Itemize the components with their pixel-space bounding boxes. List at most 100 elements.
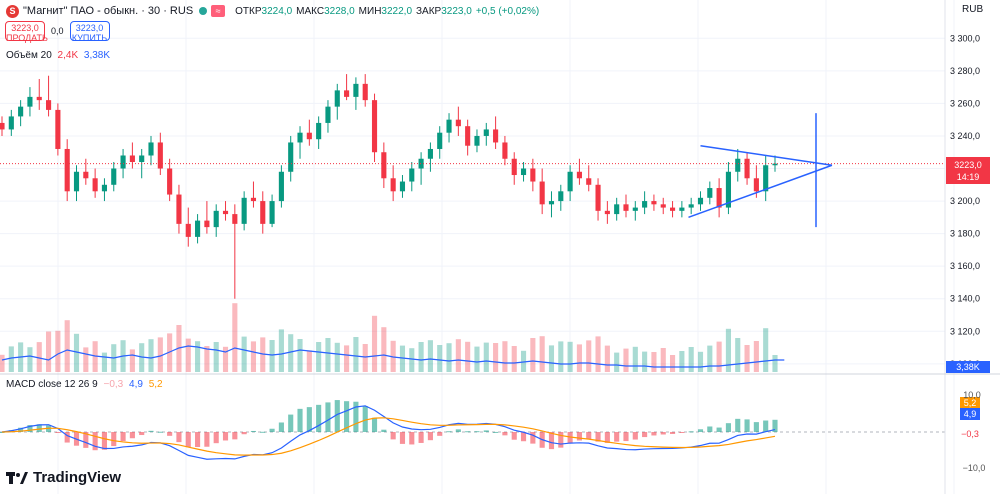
candle-body: [120, 155, 126, 169]
candle-body: [139, 155, 145, 162]
volume-bar: [316, 342, 322, 372]
candle-body: [493, 129, 499, 143]
volume-bar: [530, 338, 536, 372]
macd-hist-bar: [548, 432, 555, 450]
candle-body: [8, 116, 14, 130]
volume-name: Объём 20: [6, 50, 52, 61]
macd-hist-bar: [642, 432, 648, 438]
volume-bar: [735, 338, 741, 372]
volume-bars: [0, 303, 778, 372]
macd-hist-bar: [679, 432, 685, 433]
volume-bar: [669, 355, 676, 372]
symbol-logo-icon: S: [6, 4, 19, 18]
volume-bar: [455, 339, 461, 372]
volume-bar: [474, 346, 480, 372]
macd-hist-bar: [530, 432, 536, 444]
macd-line: [1, 405, 776, 460]
price-tick-label: 3 160,0: [950, 261, 980, 271]
candle-body: [576, 171, 582, 179]
candle-body: [763, 165, 769, 192]
candle-body: [83, 171, 89, 179]
symbol-header: S "Магнит" ПАО - обыкн. · 30 · RUS ≈ ОТК…: [6, 3, 539, 19]
volume-bar: [288, 334, 294, 372]
macd-hist-bar: [725, 423, 731, 432]
price-tick-label: 3 120,0: [950, 326, 980, 336]
volume-bar: [399, 345, 406, 372]
macd-hist-bar: [176, 432, 182, 443]
volume-bar: [511, 346, 517, 372]
macd-hist-bar: [520, 432, 527, 442]
macd-hist-bar: [502, 432, 508, 436]
candle-body: [297, 132, 303, 143]
macd-hist-bar: [735, 418, 741, 432]
volume-bar: [297, 339, 303, 372]
flag-icon[interactable]: ≈: [211, 5, 226, 17]
macd-hist-bar: [120, 432, 126, 442]
macd-hist-bar: [241, 432, 247, 435]
macd-hist-bar: [772, 419, 778, 432]
volume-bar: [129, 349, 135, 372]
macd-hist-bar: [222, 432, 229, 441]
tradingview-logo[interactable]: TradingView: [6, 469, 121, 486]
candle-body: [353, 83, 359, 97]
macd-hist-bar: [232, 432, 238, 440]
candle-body: [73, 171, 80, 192]
macd-hist-bar: [167, 432, 173, 436]
volume-ma-value: 3,38K: [83, 50, 111, 61]
volume-bar: [232, 303, 238, 372]
volume-bar: [753, 341, 759, 372]
volume-bar: [437, 345, 443, 372]
volume-bar: [381, 327, 387, 372]
macd-hist-bar: [139, 432, 145, 436]
last-price-label: 3223,0 14:19: [946, 157, 990, 184]
candle-body: [0, 122, 5, 130]
candle-body: [371, 100, 378, 153]
buy-button[interactable]: 3223,0 КУПИТЬ: [69, 21, 110, 43]
volume-bar: [614, 352, 620, 372]
candle-body: [36, 96, 42, 101]
candle-body: [306, 132, 312, 140]
volume-bar: [763, 328, 769, 372]
volume-bar: [185, 338, 191, 372]
volume-bar: [269, 340, 275, 372]
macd-hist-bar: [483, 430, 489, 432]
macd-hist-bar: [36, 424, 42, 432]
volume-legend[interactable]: Объём 20 2,4K 3,38K: [6, 50, 110, 61]
volume-bar: [195, 341, 201, 372]
candle-body: [344, 90, 350, 97]
macd-hist-bar: [753, 422, 759, 432]
symbol-title[interactable]: "Магнит" ПАО - обыкн. · 30 · RUS: [23, 5, 194, 17]
macd-hist-bar: [27, 425, 33, 432]
macd-hist-bar: [576, 432, 582, 441]
volume-bar: [744, 345, 750, 372]
triangle-drawing[interactable]: [688, 113, 833, 228]
sell-button[interactable]: 3223,0 ПРОДАТЬ: [5, 21, 48, 43]
volume-bar: [679, 351, 685, 372]
spread-value: 0,0: [51, 26, 64, 36]
candle-body: [157, 142, 163, 169]
price-change: +0,5 (+0,02%): [475, 5, 540, 17]
hist-badge: −0,3: [956, 428, 984, 440]
volume-bar: [73, 333, 80, 372]
macd-hist-bar: [632, 432, 638, 440]
macd-hist-bar: [129, 432, 135, 439]
macd-hist-bar: [111, 432, 117, 447]
candle-body: [437, 132, 443, 149]
macd-hist-bar: [595, 432, 601, 442]
candle-body: [772, 163, 778, 166]
candle-body: [427, 148, 433, 159]
macd-legend[interactable]: MACD close 12 26 9 −0,3 4,9 5,2: [6, 379, 163, 390]
volume-bar: [772, 355, 778, 372]
volume-bar: [632, 346, 638, 372]
macd-hist-bar: [474, 431, 480, 433]
macd-hist-bar: [437, 432, 443, 436]
candle-body: [530, 168, 536, 182]
currency-label[interactable]: RUB: [962, 4, 984, 15]
candle-body: [502, 142, 508, 159]
candle-body: [623, 204, 629, 211]
price-tick-label: 3 200,0: [950, 196, 980, 206]
candle-body: [595, 184, 601, 211]
macd-hist-bar: [213, 432, 219, 444]
